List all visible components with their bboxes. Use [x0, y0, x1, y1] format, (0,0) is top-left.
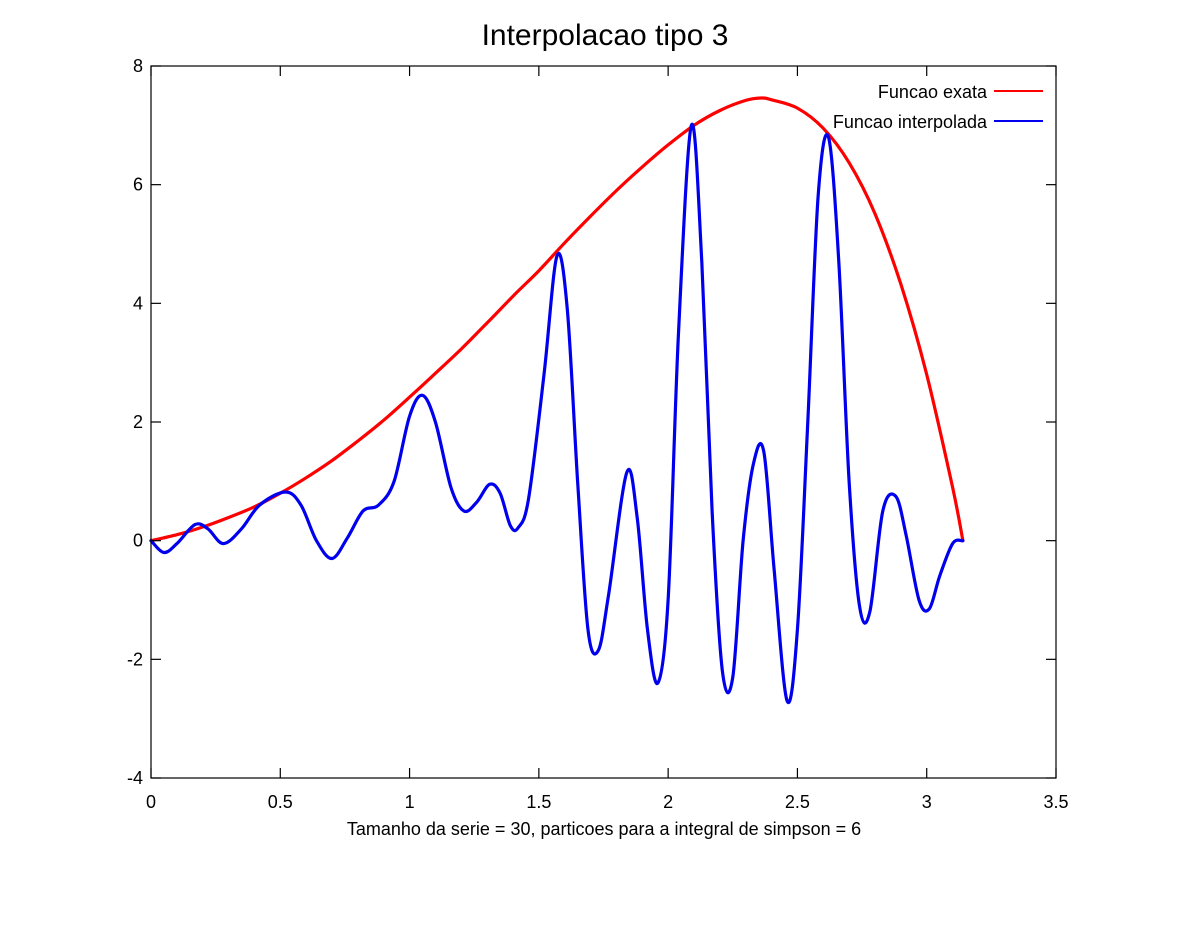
- x-axis-label: Tamanho da serie = 30, particoes para a …: [347, 819, 861, 839]
- y-tick-label: -2: [127, 649, 143, 669]
- x-tick-label: 2: [663, 792, 673, 812]
- series-line-funcao-exata: [149, 96, 965, 543]
- y-tick-label: 8: [133, 56, 143, 76]
- y-tick-label: 6: [133, 175, 143, 195]
- legend-label: Funcao interpolada: [833, 112, 988, 132]
- x-axis: 0 0.5 1 1.5 2 2.5 3 3.5: [146, 66, 1069, 812]
- x-tick-label: 2.5: [785, 792, 810, 812]
- legend-label: Funcao exata: [878, 82, 988, 102]
- series-layer: [149, 96, 965, 705]
- x-tick-label: 3.5: [1043, 792, 1068, 812]
- series-line-funcao-interpolada: [149, 122, 965, 705]
- x-tick-label: 3: [922, 792, 932, 812]
- y-tick-label: -4: [127, 768, 143, 788]
- y-axis: -4 -2 0 2 4 6 8: [127, 56, 1056, 788]
- legend: Funcao exata Funcao interpolada: [833, 82, 1043, 132]
- plot-area-frame: [150, 65, 1057, 779]
- y-tick-label: 0: [133, 531, 143, 551]
- x-tick-label: 1.5: [526, 792, 551, 812]
- x-tick-label: 1: [405, 792, 415, 812]
- chart-title: Interpolacao tipo 3: [482, 19, 729, 52]
- y-tick-label: 2: [133, 412, 143, 432]
- x-tick-label: 0.5: [268, 792, 293, 812]
- y-tick-label: 4: [133, 293, 143, 313]
- x-tick-label: 0: [146, 792, 156, 812]
